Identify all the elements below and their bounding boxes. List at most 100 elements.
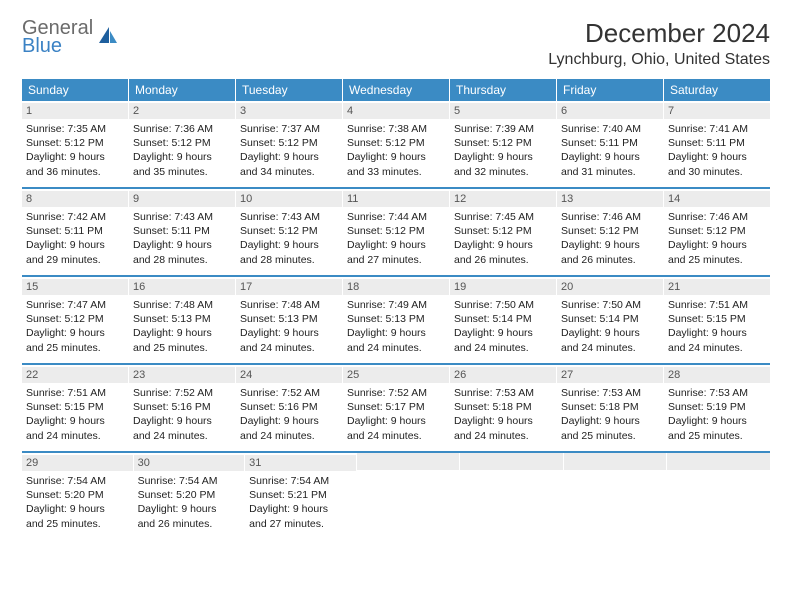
day-cell: 16Sunrise: 7:48 AMSunset: 5:13 PMDayligh…	[129, 277, 236, 363]
day-info-line: Sunrise: 7:39 AM	[454, 122, 552, 136]
day-number: 25	[343, 367, 449, 383]
day-info-line: Sunrise: 7:42 AM	[26, 210, 124, 224]
weekday-saturday: Saturday	[664, 79, 770, 101]
day-info-line: Daylight: 9 hours	[240, 150, 338, 164]
day-info-line: Daylight: 9 hours	[240, 414, 338, 428]
day-info-line: Sunset: 5:15 PM	[668, 312, 766, 326]
day-info-line: Daylight: 9 hours	[668, 326, 766, 340]
day-info-line: Daylight: 9 hours	[26, 502, 129, 516]
day-cell: 12Sunrise: 7:45 AMSunset: 5:12 PMDayligh…	[450, 189, 557, 275]
day-info-line: Sunset: 5:18 PM	[454, 400, 552, 414]
day-info-line: and 25 minutes.	[133, 341, 231, 355]
day-info-line: and 31 minutes.	[561, 165, 659, 179]
day-info-line: Sunrise: 7:53 AM	[561, 386, 659, 400]
day-info-line: and 27 minutes.	[347, 253, 445, 267]
day-info-line: Daylight: 9 hours	[347, 326, 445, 340]
day-info-line: and 33 minutes.	[347, 165, 445, 179]
day-number: 12	[450, 191, 556, 207]
day-info-line: Daylight: 9 hours	[347, 238, 445, 252]
day-cell: 29 Sunrise: 7:54 AMSunset: 5:20 PMDayligh…	[22, 453, 134, 539]
day-info-line: and 24 minutes.	[454, 341, 552, 355]
location: Lynchburg, Ohio, United States	[548, 51, 770, 69]
day-info-line: Sunset: 5:12 PM	[26, 312, 124, 326]
day-info-line: Daylight: 9 hours	[240, 238, 338, 252]
day-info-line: Daylight: 9 hours	[561, 414, 659, 428]
day-info-line: and 24 minutes.	[561, 341, 659, 355]
day-info-line: and 25 minutes.	[561, 429, 659, 443]
day-info-line: Daylight: 9 hours	[347, 150, 445, 164]
weekday-monday: Monday	[129, 79, 236, 101]
day-number: 21	[664, 279, 770, 295]
weeks-container: 1Sunrise: 7:35 AMSunset: 5:12 PMDaylight…	[22, 101, 770, 539]
day-info-line: and 24 minutes.	[133, 429, 231, 443]
day-info-line: and 27 minutes.	[249, 517, 352, 531]
day-info-line: Daylight: 9 hours	[668, 150, 766, 164]
day-cell: 4Sunrise: 7:38 AMSunset: 5:12 PMDaylight…	[343, 101, 450, 187]
day-info-line: and 25 minutes.	[26, 517, 129, 531]
weekday-sunday: Sunday	[22, 79, 129, 101]
week-row: 1Sunrise: 7:35 AMSunset: 5:12 PMDaylight…	[22, 101, 770, 187]
day-cell: 17Sunrise: 7:48 AMSunset: 5:13 PMDayligh…	[236, 277, 343, 363]
day-number: 3	[236, 103, 342, 119]
day-cell: 24Sunrise: 7:52 AMSunset: 5:16 PMDayligh…	[236, 365, 343, 451]
day-cell: 15Sunrise: 7:47 AMSunset: 5:12 PMDayligh…	[22, 277, 129, 363]
day-info-line: Sunrise: 7:52 AM	[347, 386, 445, 400]
day-info-line: and 36 minutes.	[26, 165, 124, 179]
day-info-line: Daylight: 9 hours	[26, 326, 124, 340]
day-info-line: Sunrise: 7:50 AM	[561, 298, 659, 312]
day-cell: 27Sunrise: 7:53 AMSunset: 5:18 PMDayligh…	[557, 365, 664, 451]
day-info-line: Sunrise: 7:50 AM	[454, 298, 552, 312]
day-cell: 25Sunrise: 7:52 AMSunset: 5:17 PMDayligh…	[343, 365, 450, 451]
day-info-line: Sunset: 5:16 PM	[133, 400, 231, 414]
day-number: 7	[664, 103, 770, 119]
day-info-line: Sunset: 5:11 PM	[26, 224, 124, 238]
day-number: 17	[236, 279, 342, 295]
empty-day-bar	[460, 453, 563, 470]
day-info-line: Daylight: 9 hours	[133, 326, 231, 340]
day-info-line: Daylight: 9 hours	[561, 238, 659, 252]
day-info-line: Sunset: 5:18 PM	[561, 400, 659, 414]
day-info-line: Sunrise: 7:40 AM	[561, 122, 659, 136]
day-info-line: Sunrise: 7:41 AM	[668, 122, 766, 136]
empty-day	[460, 453, 564, 539]
day-info-line: Sunset: 5:12 PM	[240, 136, 338, 150]
day-info-line: and 24 minutes.	[347, 341, 445, 355]
day-number: 31	[245, 455, 356, 471]
weekday-wednesday: Wednesday	[343, 79, 450, 101]
day-info-line: Daylight: 9 hours	[249, 502, 352, 516]
day-number: 11	[343, 191, 449, 207]
day-number: 6	[557, 103, 663, 119]
day-info-line: Daylight: 9 hours	[561, 326, 659, 340]
day-number: 24	[236, 367, 342, 383]
month-title: December 2024	[548, 18, 770, 49]
day-info-line: Sunrise: 7:35 AM	[26, 122, 124, 136]
day-info-line: Sunrise: 7:48 AM	[240, 298, 338, 312]
day-cell: 21Sunrise: 7:51 AMSunset: 5:15 PMDayligh…	[664, 277, 770, 363]
empty-day	[667, 453, 770, 539]
day-number: 29	[22, 455, 133, 471]
day-info-line: Sunrise: 7:54 AM	[26, 474, 129, 488]
day-info-line: and 24 minutes.	[240, 341, 338, 355]
day-info-line: and 29 minutes.	[26, 253, 124, 267]
day-number: 26	[450, 367, 556, 383]
day-info-line: and 24 minutes.	[347, 429, 445, 443]
day-cell: 11 Sunrise: 7:44 AMSunset: 5:12 PMDayligh…	[343, 189, 450, 275]
sail-icon	[97, 25, 119, 52]
day-info-line: Sunrise: 7:44 AM	[347, 210, 445, 224]
calendar: Sunday Monday Tuesday Wednesday Thursday…	[22, 79, 770, 539]
day-info-line: Sunset: 5:20 PM	[26, 488, 129, 502]
empty-day-bar	[667, 453, 770, 470]
day-info-line: Sunrise: 7:48 AM	[133, 298, 231, 312]
day-cell: 23Sunrise: 7:52 AMSunset: 5:16 PMDayligh…	[129, 365, 236, 451]
day-info-line: Daylight: 9 hours	[26, 238, 124, 252]
week-row: 22Sunrise: 7:51 AMSunset: 5:15 PMDayligh…	[22, 363, 770, 451]
day-info-line: Sunrise: 7:51 AM	[26, 386, 124, 400]
day-number: 9	[129, 191, 235, 207]
day-info-line: Sunrise: 7:53 AM	[454, 386, 552, 400]
day-info-line: Sunset: 5:12 PM	[240, 224, 338, 238]
day-number: 5	[450, 103, 556, 119]
day-cell: 2Sunrise: 7:36 AMSunset: 5:12 PMDaylight…	[129, 101, 236, 187]
day-info-line: Sunset: 5:13 PM	[240, 312, 338, 326]
day-info-line: Sunset: 5:12 PM	[347, 224, 445, 238]
weekday-friday: Friday	[557, 79, 664, 101]
